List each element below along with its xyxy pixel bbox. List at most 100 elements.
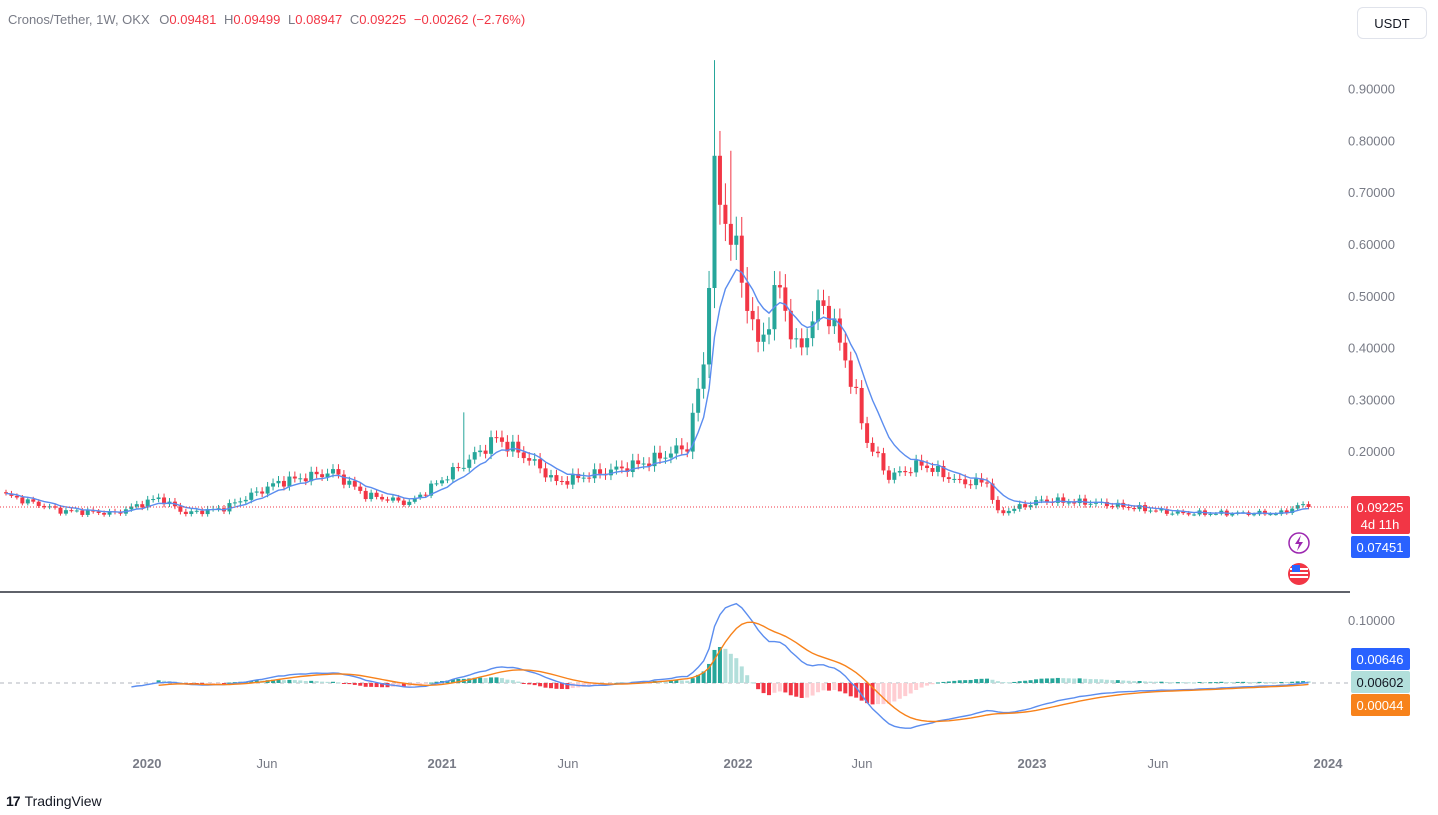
candle: [407, 499, 412, 507]
histogram-bar: [881, 683, 886, 705]
histogram-price-tag: 0.00602: [1351, 671, 1410, 693]
candle: [1088, 500, 1093, 508]
candle: [341, 470, 346, 489]
candle: [238, 497, 243, 506]
us-flag-icon[interactable]: [1288, 563, 1310, 585]
candle: [946, 472, 951, 483]
histogram-bar: [1055, 677, 1060, 683]
histogram-bar: [510, 680, 515, 683]
histogram-bar: [1268, 682, 1273, 684]
time-axis-tick: Jun: [1148, 756, 1169, 771]
candle: [1148, 507, 1153, 514]
candle: [957, 473, 962, 484]
candle: [63, 507, 68, 516]
currency-button[interactable]: USDT: [1357, 7, 1427, 39]
histogram-bar: [712, 649, 717, 683]
histogram-bar: [826, 683, 831, 691]
tradingview-logo[interactable]: 17 TradingView: [6, 793, 102, 809]
candle: [952, 474, 957, 483]
candle: [990, 478, 995, 504]
candle: [1164, 506, 1169, 516]
candle: [145, 495, 150, 511]
histogram-bar: [401, 683, 406, 687]
candle: [750, 297, 755, 331]
candle: [1295, 502, 1300, 511]
candle: [429, 480, 434, 499]
candle: [1284, 508, 1289, 515]
candle: [826, 295, 831, 335]
histogram-bar: [287, 679, 292, 683]
histogram-bar: [1006, 682, 1011, 684]
histogram-bar: [314, 681, 319, 683]
close-label: C: [349, 12, 360, 27]
candle: [472, 446, 477, 464]
candle: [767, 317, 771, 345]
histogram-bar: [1104, 679, 1109, 683]
candle: [390, 494, 395, 503]
histogram-bar: [1066, 678, 1071, 683]
histogram-bar: [1224, 682, 1229, 684]
candle: [25, 496, 30, 506]
candle: [510, 434, 515, 457]
histogram-bar: [249, 680, 254, 683]
histogram-bar: [1208, 682, 1213, 684]
candle: [761, 322, 766, 352]
lightning-icon[interactable]: [1288, 532, 1310, 554]
candle: [985, 477, 989, 488]
time-axis-tick: Jun: [852, 756, 873, 771]
histogram-bar: [489, 677, 494, 683]
histogram-bar: [505, 679, 510, 683]
histogram-bar: [679, 680, 684, 683]
candle: [739, 216, 744, 298]
low-label: L: [288, 12, 296, 27]
time-axis: 2020 Jun 2021 Jun 2022 Jun 2023 Jun 2024: [133, 756, 1344, 771]
symbol-legend[interactable]: Cronos/Tether, 1W, OKX O0.09481 H0.09499…: [8, 12, 525, 27]
histogram-bar: [1083, 678, 1088, 683]
price-axis-tick: 0.40000: [1348, 341, 1395, 356]
candle: [516, 434, 521, 458]
histogram-bar: [549, 683, 553, 689]
candle: [598, 463, 603, 479]
histogram-bar: [1219, 681, 1224, 683]
histogram-bar: [423, 683, 428, 684]
histogram-bar: [952, 680, 957, 683]
candle: [892, 468, 897, 484]
histogram-bar: [1235, 681, 1240, 683]
candle: [865, 416, 870, 449]
ma-price-tag: 0.07451: [1351, 536, 1410, 558]
candle: [1044, 495, 1049, 506]
candle: [538, 453, 543, 474]
candle: [358, 483, 363, 494]
histogram-bar: [1017, 681, 1022, 683]
histogram-bar: [685, 680, 690, 683]
histogram-bar: [483, 678, 488, 683]
histogram-bar: [281, 680, 286, 683]
histogram-bar: [1241, 681, 1246, 683]
candle: [418, 492, 423, 500]
histogram-bar: [957, 680, 962, 683]
candle: [647, 457, 652, 472]
candle: [712, 60, 717, 309]
histogram-bar: [1197, 681, 1202, 683]
histogram-bar: [663, 681, 668, 683]
candle: [200, 507, 205, 517]
time-axis-tick: 2024: [1314, 756, 1344, 771]
candle: [1143, 502, 1148, 514]
time-axis-tick: Jun: [257, 756, 278, 771]
histogram-bar: [1088, 679, 1093, 683]
histogram-bar: [211, 683, 216, 684]
candle: [935, 460, 940, 477]
histogram-bar: [1273, 682, 1278, 684]
candle: [919, 454, 924, 471]
histogram-bar: [794, 683, 799, 697]
histogram-bar: [494, 677, 499, 683]
candle: [156, 493, 161, 503]
candle: [363, 487, 368, 502]
candle: [232, 498, 237, 506]
candle: [859, 380, 864, 430]
candle: [369, 489, 374, 502]
candle: [1023, 500, 1028, 510]
price-axis-tick: 0.30000: [1348, 392, 1395, 407]
histogram-bar: [767, 683, 771, 696]
